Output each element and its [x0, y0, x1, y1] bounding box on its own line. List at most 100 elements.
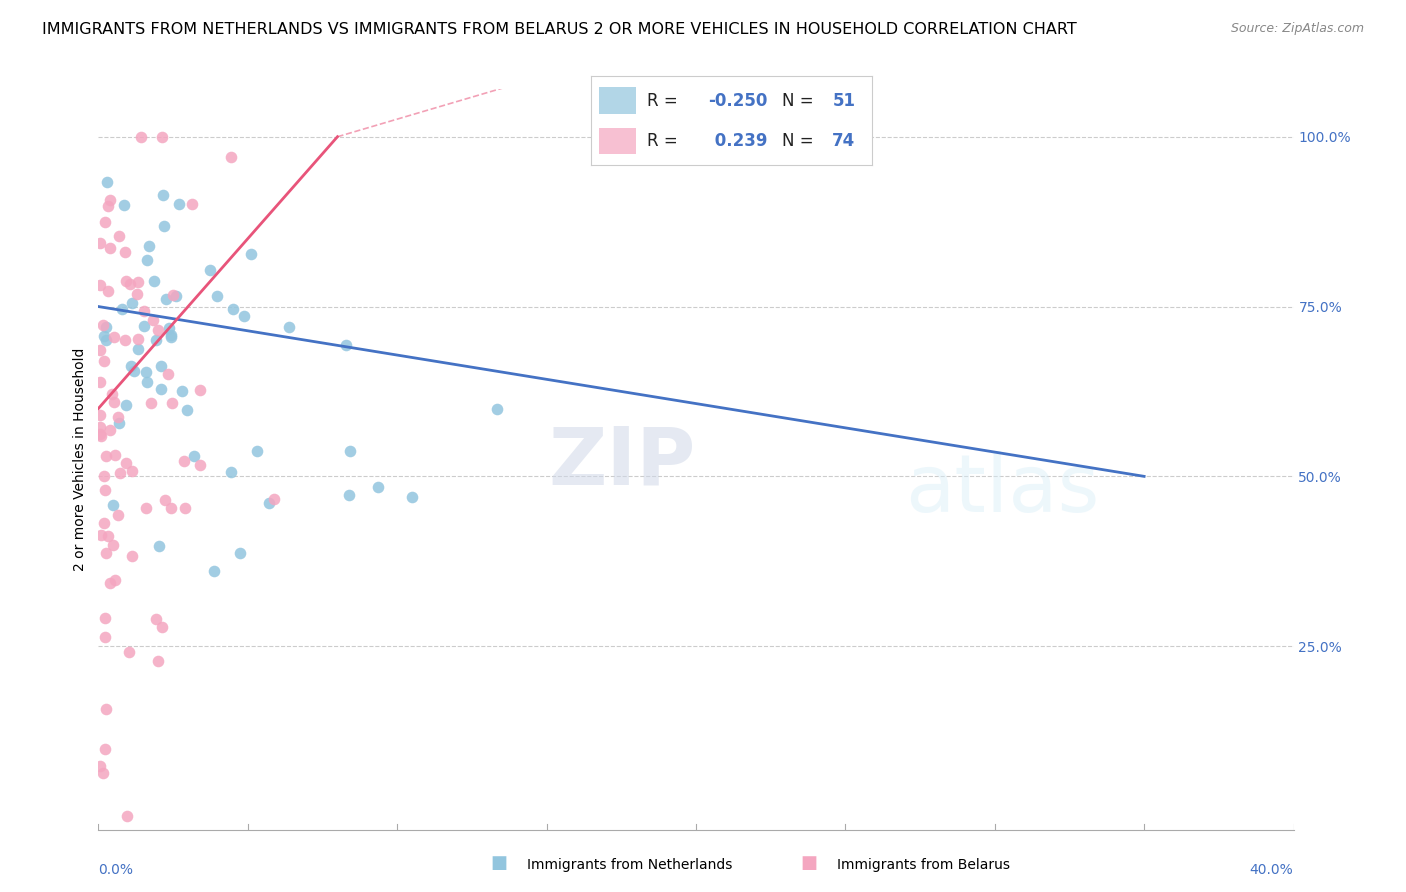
Point [114, 244, 136, 259]
Point [94, 742, 117, 756]
Point [176, 403, 198, 417]
Y-axis label: 2 or more Vehicles in Household: 2 or more Vehicles in Household [73, 348, 87, 571]
Point [127, 332, 149, 346]
Text: R =: R = [647, 92, 683, 110]
Point [277, 319, 299, 334]
Point [157, 320, 180, 334]
Point [93, 328, 115, 343]
Point [93, 353, 115, 368]
Point [135, 376, 157, 390]
Text: Source: ZipAtlas.com: Source: ZipAtlas.com [1230, 22, 1364, 36]
Point [89, 427, 111, 442]
Point [165, 289, 187, 303]
Point [219, 150, 242, 164]
Point [148, 539, 170, 553]
Point [96, 449, 118, 463]
Point [160, 330, 183, 344]
Point [110, 466, 132, 480]
Point [107, 410, 129, 425]
Point [486, 402, 509, 417]
Point [94, 630, 117, 644]
Point [89, 375, 111, 389]
Text: 0.239: 0.239 [709, 132, 768, 150]
Point [183, 449, 205, 463]
Point [103, 499, 125, 513]
Point [135, 365, 157, 379]
Text: ■: ■ [800, 855, 817, 872]
Point [89, 235, 111, 250]
Text: 74: 74 [832, 132, 856, 150]
Point [232, 309, 254, 323]
Point [263, 492, 285, 507]
Point [127, 343, 149, 357]
Text: N =: N = [782, 132, 818, 150]
Point [98, 241, 121, 255]
Point [108, 416, 131, 430]
Point [125, 287, 148, 301]
Point [162, 287, 184, 301]
Point [89, 278, 111, 293]
Point [155, 292, 177, 306]
Point [103, 574, 125, 588]
Point [145, 333, 167, 347]
Point [96, 175, 118, 189]
Text: ZIP: ZIP [548, 424, 696, 502]
Point [141, 395, 163, 409]
Point [246, 444, 269, 458]
Point [200, 262, 222, 277]
Point [152, 187, 174, 202]
Point [121, 464, 143, 478]
Point [222, 301, 245, 316]
Text: Immigrants from Belarus: Immigrants from Belarus [837, 858, 1010, 872]
Point [103, 395, 125, 409]
Point [112, 198, 135, 212]
Point [150, 359, 173, 373]
Text: atlas: atlas [905, 451, 1099, 529]
Point [146, 654, 169, 668]
Point [401, 490, 423, 504]
Point [118, 645, 141, 659]
Point [89, 420, 111, 434]
Point [132, 304, 155, 318]
Point [150, 620, 173, 634]
Point [142, 312, 165, 326]
Point [94, 483, 117, 498]
Point [101, 387, 124, 401]
Point [159, 501, 181, 516]
Point [121, 549, 143, 564]
Point [132, 318, 155, 333]
Point [207, 288, 229, 302]
Point [93, 516, 115, 531]
Text: 51: 51 [832, 92, 855, 110]
Point [89, 759, 111, 773]
Point [93, 610, 115, 624]
Point [170, 384, 193, 398]
Text: -0.250: -0.250 [709, 92, 768, 110]
Text: N =: N = [782, 92, 818, 110]
Point [190, 458, 212, 473]
Point [150, 129, 173, 144]
Point [103, 330, 125, 344]
Text: 40.0%: 40.0% [1250, 863, 1294, 877]
Point [115, 809, 138, 823]
Point [120, 359, 142, 373]
Point [114, 274, 136, 288]
Bar [599, 128, 636, 154]
Point [257, 496, 280, 510]
Point [339, 444, 361, 458]
Point [127, 275, 149, 289]
Text: Immigrants from Netherlands: Immigrants from Netherlands [527, 858, 733, 872]
Point [229, 546, 252, 560]
Point [98, 193, 121, 207]
Text: 0.0%: 0.0% [98, 863, 134, 877]
Point [160, 328, 183, 343]
Point [91, 318, 114, 333]
Point [114, 333, 136, 347]
Point [93, 468, 115, 483]
Point [155, 493, 177, 508]
Point [94, 215, 117, 229]
Point [129, 129, 152, 144]
Text: R =: R = [647, 132, 683, 150]
Point [335, 338, 357, 352]
Point [169, 197, 191, 211]
